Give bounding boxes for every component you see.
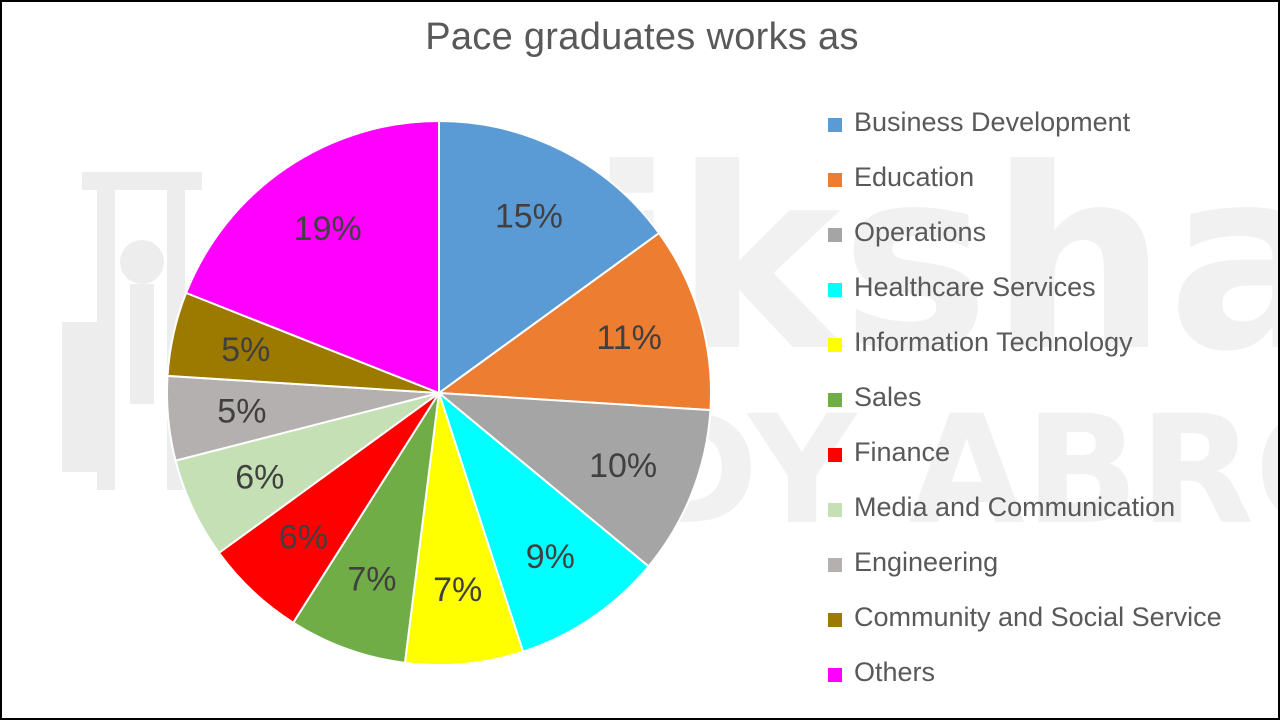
pie-slice-sales: [291, 392, 440, 664]
legend-swatch: [828, 228, 842, 242]
legend-swatch: [828, 393, 842, 407]
slice-label-information-technology: 7%: [433, 571, 482, 609]
legend-label: Media and Communication: [854, 492, 1176, 522]
pie-slice-healthcare-services: [436, 390, 650, 653]
legend-swatch: [828, 173, 842, 187]
legend-item-media-and-communication: Media and Communication: [828, 482, 1268, 537]
legend-item-finance: Finance: [828, 427, 1268, 482]
legend-swatch: [828, 558, 842, 572]
legend-swatch: [828, 668, 842, 682]
legend-label: Business Development: [854, 107, 1131, 137]
legend-item-sales: Sales: [828, 372, 1268, 427]
legend-label: Sales: [854, 382, 922, 412]
legend-item-healthcare-services: Healthcare Services: [828, 262, 1268, 317]
slice-label-finance: 6%: [279, 518, 328, 556]
pie-slice-education: [436, 231, 712, 412]
legend-swatch: [828, 503, 842, 517]
legend-item-others: Others: [828, 647, 1268, 702]
legend-label: Community and Social Service: [854, 602, 1222, 632]
legend-label: Engineering: [854, 547, 999, 577]
legend-item-operations: Operations: [828, 207, 1268, 262]
legend-swatch: [828, 448, 842, 462]
pie-slice-information-technology: [403, 392, 525, 666]
legend-label: Education: [854, 162, 975, 192]
legend-item-business-development: Business Development: [828, 97, 1268, 152]
slice-label-operations: 10%: [589, 447, 657, 485]
slice-label-education: 11%: [596, 319, 662, 357]
slice-label-sales: 7%: [347, 560, 396, 598]
slice-label-media-and-communication: 6%: [235, 458, 284, 496]
legend-swatch: [828, 338, 842, 352]
legend-label: Others: [854, 657, 936, 687]
pie-slice-business-development: [438, 119, 661, 395]
pie-slice-operations: [435, 391, 712, 568]
slice-label-business-development: 15%: [495, 198, 563, 236]
legend-swatch: [828, 118, 842, 132]
legend-swatch: [828, 283, 842, 297]
legend-label: Finance: [854, 437, 951, 467]
legend-item-community-and-social-service: Community and Social Service: [828, 592, 1268, 647]
legend-item-information-technology: Information Technology: [828, 317, 1268, 372]
slice-label-others: 19%: [294, 210, 362, 248]
legend-label: Operations: [854, 217, 987, 247]
legend-swatch: [828, 613, 842, 627]
chart-title: Pace graduates works as: [425, 16, 859, 58]
legend-label: Healthcare Services: [854, 272, 1096, 302]
legend-label: Information Technology: [854, 327, 1133, 357]
slice-label-engineering: 5%: [217, 393, 266, 431]
slice-label-community-and-social-service: 5%: [221, 331, 270, 369]
pie-slice-others: [184, 119, 440, 395]
slice-label-healthcare-services: 9%: [526, 538, 575, 576]
legend-item-engineering: Engineering: [828, 537, 1268, 592]
legend-item-education: Education: [828, 152, 1268, 207]
